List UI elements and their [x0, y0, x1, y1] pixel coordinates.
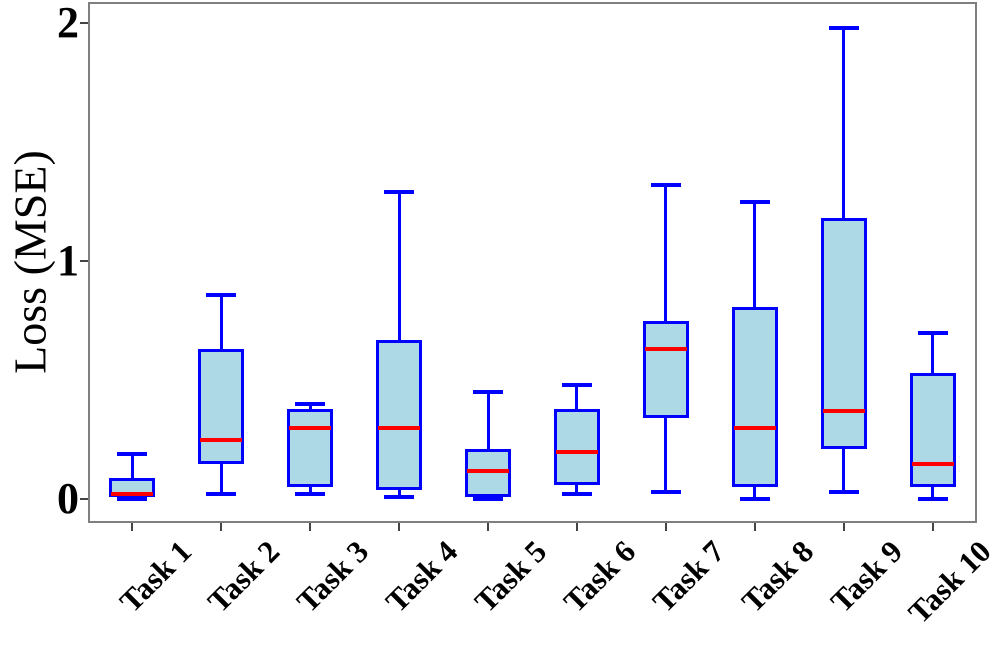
task-3-upper-whisker: [308, 404, 312, 409]
task-2-lower-cap: [206, 492, 237, 497]
task-8-upper-whisker: [753, 201, 757, 307]
task-3-lower-whisker: [308, 487, 312, 495]
x-category-label-9: Task 9: [823, 533, 909, 620]
task-3-median: [289, 425, 332, 430]
task-4-lower-whisker: [397, 489, 401, 497]
task-6-median: [555, 449, 598, 454]
task-10-lower-cap: [917, 497, 948, 502]
task-5-upper-cap: [473, 390, 504, 395]
x-category-label-1: Task 1: [112, 533, 198, 620]
task-9-upper-whisker: [842, 28, 846, 219]
x-category-label-8: Task 8: [734, 533, 821, 620]
x-tick-mark-3: [309, 523, 312, 531]
x-tick-mark-9: [842, 523, 845, 531]
task-1-lower-cap: [117, 497, 148, 502]
task-4-upper-cap: [384, 190, 415, 195]
task-4-box: [376, 339, 423, 490]
task-7-box: [642, 320, 689, 419]
task-6-upper-whisker: [575, 385, 579, 409]
task-1-median: [111, 492, 154, 497]
x-tick-mark-5: [487, 523, 490, 531]
x-tick-mark-6: [575, 523, 578, 531]
x-tick-mark-10: [931, 523, 934, 531]
task-6-lower-whisker: [575, 484, 579, 495]
task-6-lower-cap: [561, 492, 592, 497]
task-7-upper-whisker: [664, 185, 668, 321]
task-1-upper-cap: [117, 452, 148, 456]
x-category-label-7: Task 7: [645, 533, 732, 620]
task-6-upper-cap: [561, 383, 592, 388]
task-3-box: [287, 408, 334, 488]
task-3-lower-cap: [295, 492, 326, 497]
task-8-upper-cap: [739, 199, 770, 204]
task-2-upper-cap: [206, 292, 237, 297]
task-8-lower-whisker: [753, 487, 757, 500]
x-category-label-4: Task 4: [379, 533, 465, 620]
x-tick-mark-1: [131, 523, 134, 531]
y-tick-mark-2: [80, 22, 88, 25]
x-tick-mark-2: [220, 523, 223, 531]
x-category-label-3: Task 3: [290, 533, 376, 620]
task-9-median: [822, 409, 865, 414]
task-1-upper-whisker: [130, 454, 134, 478]
task-2-upper-whisker: [219, 294, 223, 350]
task-6-box: [553, 408, 600, 485]
task-7-median: [644, 347, 687, 352]
x-category-label-10: Task 10: [901, 533, 997, 631]
task-5-lower-cap: [473, 497, 504, 502]
task-9-box: [820, 218, 867, 450]
task-9-upper-cap: [828, 26, 859, 31]
task-9-lower-whisker: [842, 449, 846, 493]
task-4-lower-cap: [384, 494, 415, 499]
x-tick-mark-4: [398, 523, 401, 531]
y-tick-label-1: 1: [57, 236, 79, 286]
x-category-label-6: Task 6: [556, 533, 643, 620]
y-tick-label-0: 0: [57, 474, 79, 524]
task-7-upper-cap: [650, 183, 681, 188]
task-10-lower-whisker: [931, 487, 935, 500]
task-5-upper-whisker: [486, 392, 490, 450]
task-4-median: [378, 425, 421, 430]
task-3-upper-cap: [295, 402, 326, 407]
task-10-median: [911, 461, 954, 466]
task-10-upper-whisker: [931, 332, 935, 374]
task-2-box: [198, 349, 245, 464]
task-9-lower-cap: [828, 490, 859, 495]
task-10-box: [909, 373, 956, 488]
task-10-upper-cap: [917, 330, 948, 335]
task-2-median: [200, 437, 243, 442]
task-8-lower-cap: [739, 497, 770, 502]
task-8-box: [731, 306, 778, 488]
task-2-lower-whisker: [219, 463, 223, 495]
y-tick-mark-1: [80, 260, 88, 263]
y-tick-label-2: 2: [57, 0, 79, 48]
task-7-lower-whisker: [664, 418, 668, 493]
x-tick-mark-8: [753, 523, 756, 531]
x-category-label-2: Task 2: [201, 533, 287, 620]
task-8-median: [733, 425, 776, 430]
task-7-lower-cap: [650, 490, 681, 495]
task-5-box: [465, 449, 512, 497]
y-tick-mark-0: [80, 498, 88, 501]
x-category-label-5: Task 5: [467, 533, 554, 620]
task-4-upper-whisker: [397, 192, 401, 340]
task-5-median: [467, 468, 510, 473]
x-tick-mark-7: [664, 523, 667, 531]
